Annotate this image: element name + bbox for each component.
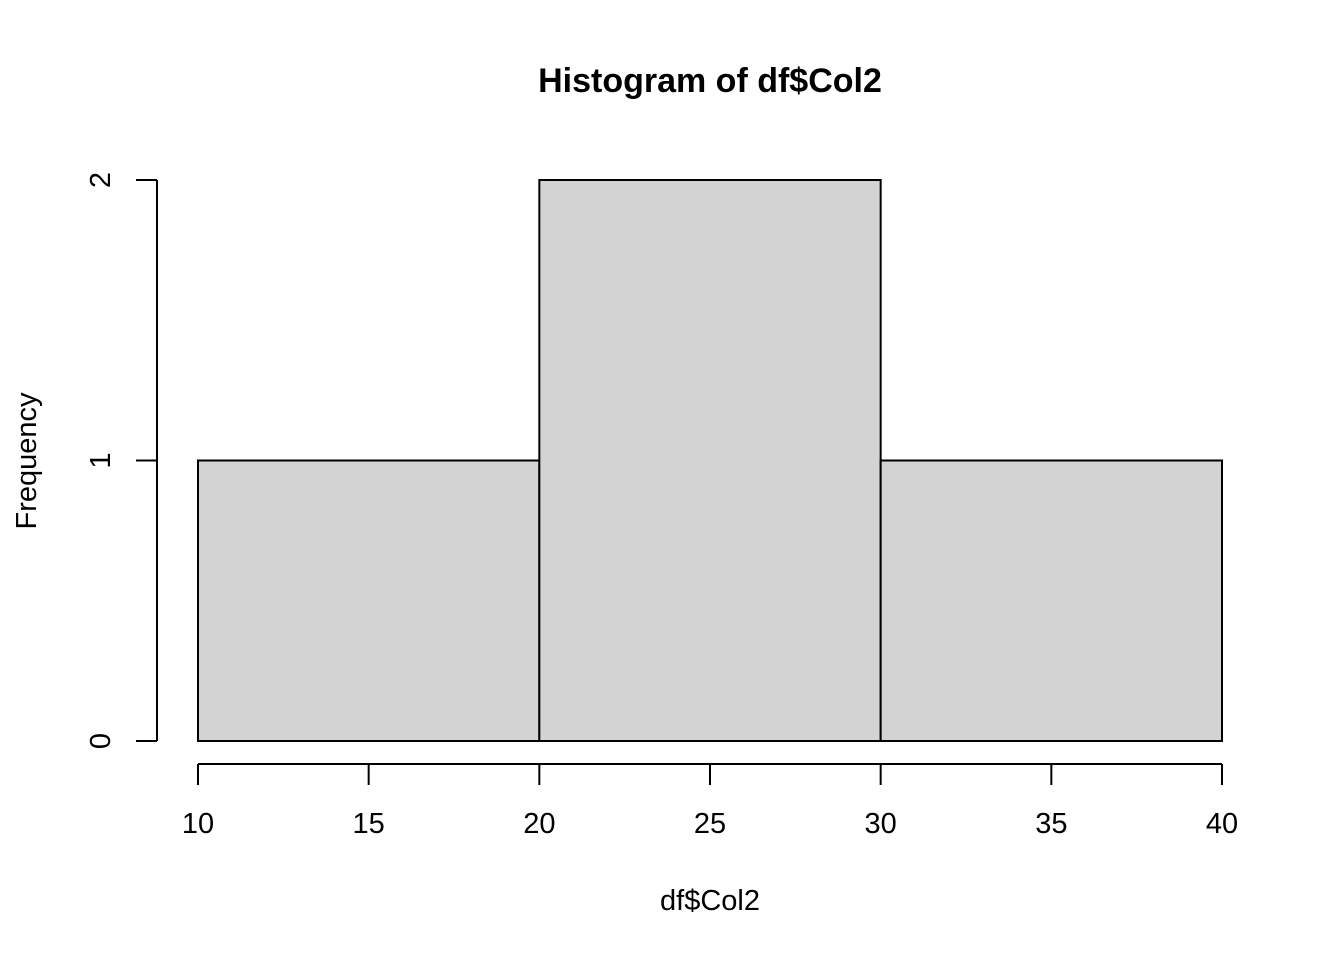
x-tick-label: 20: [523, 808, 555, 840]
x-axis: 10 15 20 25 30 35 40: [182, 763, 1238, 840]
y-axis-label: Frequency: [11, 392, 43, 530]
x-tick-label: 15: [353, 808, 385, 840]
x-tick-label: 35: [1035, 808, 1067, 840]
histogram-bar-2: [538, 179, 882, 742]
y-axis: 0 1 2: [85, 172, 158, 749]
x-tick-label: 40: [1206, 808, 1238, 840]
bars-group: [197, 179, 1224, 742]
x-axis-label: df$Col2: [660, 885, 760, 917]
y-tick-label: 0: [85, 733, 117, 749]
y-tick-label: 1: [85, 452, 117, 468]
chart-title: Histogram of df$Col2: [538, 62, 882, 100]
histogram-bar-1: [197, 459, 541, 742]
x-tick-label: 30: [865, 808, 897, 840]
histogram-bar-3: [879, 459, 1224, 742]
x-tick-label: 25: [694, 808, 726, 840]
y-tick-label: 2: [85, 172, 117, 188]
x-tick-label: 10: [182, 808, 214, 840]
